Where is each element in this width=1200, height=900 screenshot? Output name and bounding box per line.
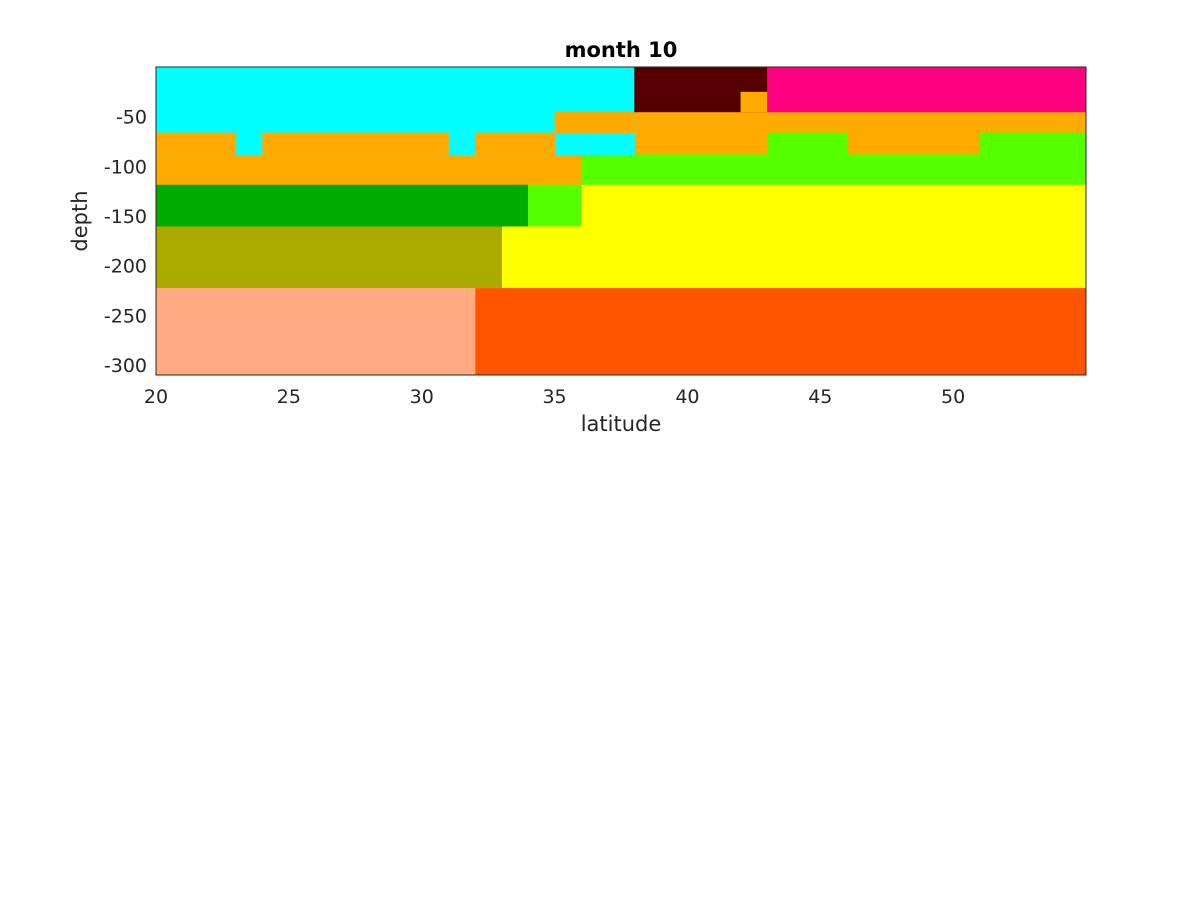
- heatmap-cell-9: [979, 132, 1087, 155]
- x-axis-title: latitude: [581, 412, 662, 436]
- y-axis-ticks: -50 -100 -150 -200 -250 -300: [104, 107, 147, 377]
- chart-title: month 10: [565, 38, 678, 62]
- heatmap-cell-3: [156, 225, 502, 289]
- heatmap-cell-12: [262, 132, 449, 155]
- y-tick-label-minus250: -250: [104, 305, 147, 327]
- heatmap-cell-13: [474, 132, 556, 155]
- x-tick-label-30: 30: [410, 386, 434, 408]
- heatmap-cell-17: [767, 67, 1087, 113]
- y-tick-label-minus50: -50: [116, 107, 147, 129]
- heatmap-cell-16: [740, 91, 768, 113]
- heatmap-cell-7: [581, 154, 1087, 185]
- x-tick-label-35: 35: [542, 386, 566, 408]
- heatmap-cell-8: [767, 132, 848, 155]
- x-tick-label-40: 40: [675, 386, 699, 408]
- y-tick-label-minus150: -150: [104, 206, 147, 228]
- y-axis-title: depth: [68, 190, 92, 251]
- x-tick-label-45: 45: [808, 386, 832, 408]
- x-axis-ticks: 20 25 30 35 40 45 50: [144, 386, 965, 408]
- y-tick-label-minus200: -200: [104, 256, 147, 278]
- x-tick-label-25: 25: [277, 386, 301, 408]
- heatmap-cell-11: [156, 132, 237, 155]
- x-tick-label-50: 50: [941, 386, 965, 408]
- heatmap-cell-14: [554, 111, 635, 134]
- heatmap-cell-1: [156, 287, 476, 376]
- heatmap-cell-5: [528, 184, 582, 227]
- y-tick-label-minus300: -300: [104, 355, 147, 377]
- y-tick-label-minus100: -100: [104, 156, 147, 178]
- heatmap-cells: [156, 67, 1087, 376]
- x-tick-label-20: 20: [144, 386, 168, 408]
- heatmap-cell-4: [156, 184, 529, 227]
- plot-frame: [155, 66, 1087, 376]
